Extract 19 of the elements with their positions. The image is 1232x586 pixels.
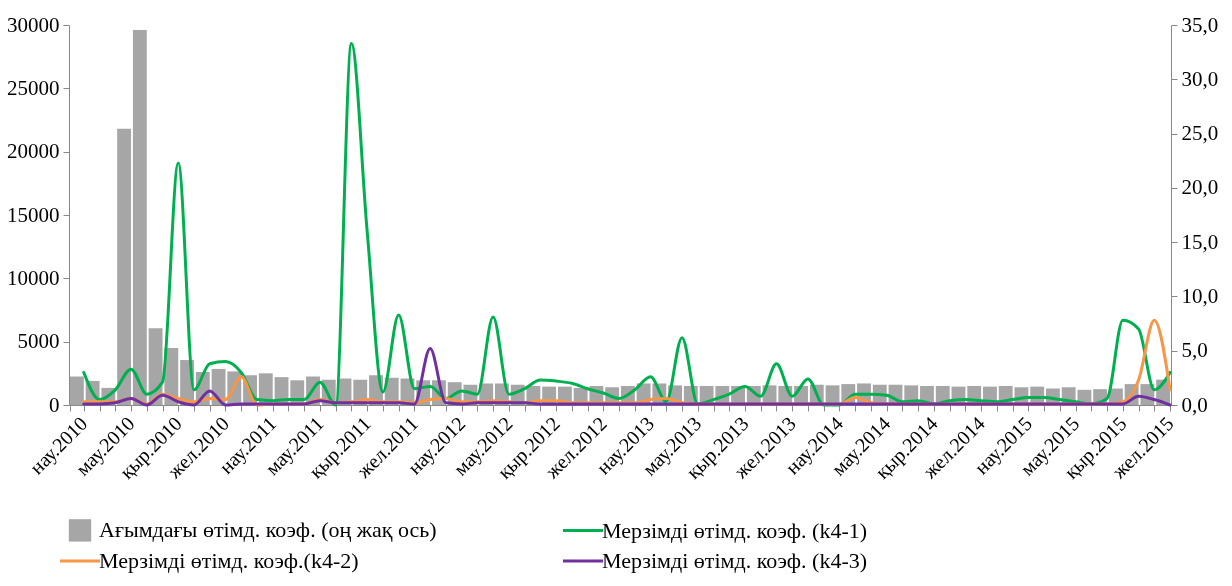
y-tick-label: 10000 <box>7 265 60 290</box>
y2-tick-label: 25,0 <box>1181 121 1219 146</box>
y-tick-label: 15000 <box>7 202 60 227</box>
y2-tick-label: 5,0 <box>1181 338 1208 363</box>
y2-tick-label: 0,0 <box>1181 392 1208 417</box>
y-tick-label: 20000 <box>7 139 60 164</box>
y2-tick-label: 35,0 <box>1181 12 1219 37</box>
y2-tick-label: 30,0 <box>1181 66 1219 91</box>
y-tick-label: 0 <box>49 392 60 417</box>
legend-label: Мерзімді өтімд. коэф.(k4-2) <box>99 548 359 573</box>
y2-tick-label: 15,0 <box>1181 229 1219 254</box>
y2-tick-label: 10,0 <box>1181 283 1219 308</box>
legend-label: Мерзімді өтімд. коэф. (k4-3) <box>602 548 868 573</box>
legend-label: Мерзімді өтімд. коэф. (k4-1) <box>602 517 868 543</box>
y-tick-label: 30000 <box>7 12 60 37</box>
y-tick-label: 5000 <box>17 329 60 354</box>
y-tick-label: 25000 <box>7 75 60 100</box>
y2-tick-label: 20,0 <box>1181 175 1219 200</box>
legend-label: Ағымдағы өтімд. коэф. (оң жақ ось) <box>99 517 437 543</box>
